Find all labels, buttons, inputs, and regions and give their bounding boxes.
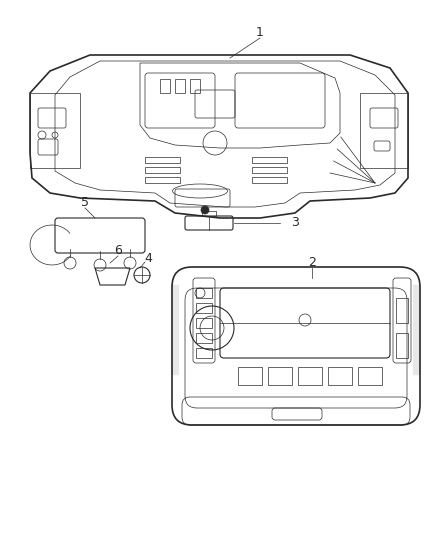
Bar [252,167,287,173]
Text: 5: 5 [81,197,89,209]
Bar [202,211,216,216]
Text: 6: 6 [114,245,122,257]
Text: 2: 2 [308,256,316,270]
Bar [196,318,212,328]
Bar [196,348,212,358]
Bar [190,79,200,93]
Text: 3: 3 [291,216,299,230]
Bar [196,303,212,313]
Bar [175,79,185,93]
Text: 1: 1 [256,27,264,39]
Bar [196,333,212,343]
Bar [145,177,180,183]
Bar [358,367,382,385]
Bar [238,367,262,385]
Bar [396,333,408,358]
Bar [252,157,287,163]
Bar [160,79,170,93]
Bar [196,288,212,298]
Bar [298,367,322,385]
Bar [328,367,352,385]
Bar [268,367,292,385]
Bar [145,157,180,163]
Text: 4: 4 [144,252,152,264]
Bar [396,298,408,323]
Bar [145,167,180,173]
Bar [252,177,287,183]
Circle shape [201,206,209,214]
